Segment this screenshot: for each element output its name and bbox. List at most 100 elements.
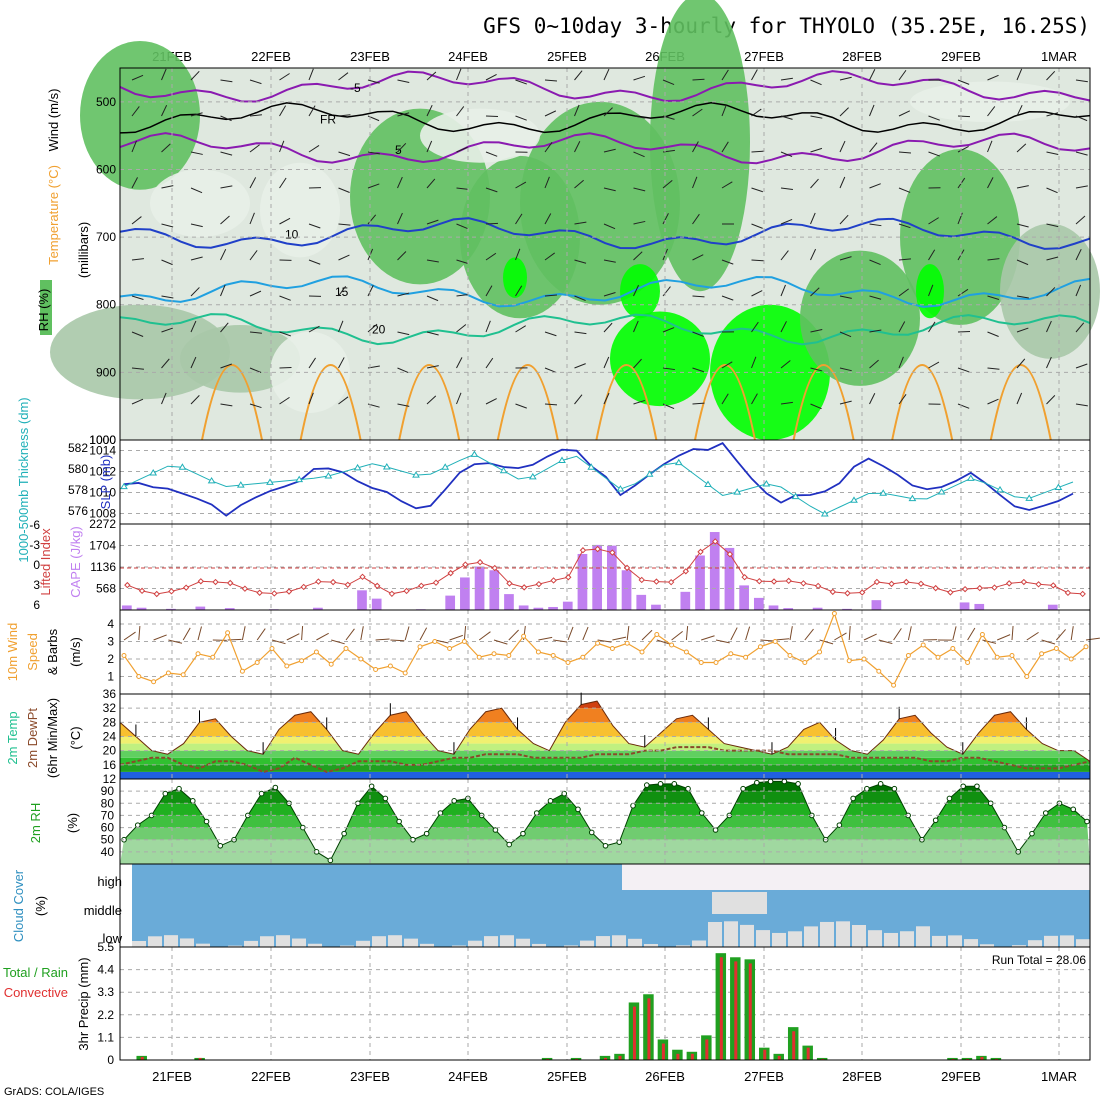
lifted-index-marker: [1021, 580, 1026, 585]
precip-convective-bar: [662, 1044, 665, 1060]
cloud-low-bar: [868, 930, 882, 947]
temperature-legend: Temperature (°C): [46, 165, 61, 265]
thickness-marker: [530, 474, 536, 479]
precip-convective-bar: [618, 1056, 621, 1060]
rh-point: [686, 786, 691, 791]
lifted-index-marker: [801, 581, 806, 586]
wind-label-c: & Barbs: [45, 628, 60, 675]
date-label-top: 22FEB: [251, 49, 291, 64]
isotherm-label: 5: [395, 143, 402, 157]
cloud-low-bar: [612, 935, 626, 947]
rh-point: [796, 782, 801, 787]
rh-point: [328, 858, 333, 863]
wind-barb: [627, 626, 629, 640]
isotherm-label: 10: [285, 228, 299, 242]
lifted-index-marker: [1036, 582, 1041, 587]
cape-bar: [680, 592, 690, 610]
rh-point: [204, 819, 209, 824]
lifted-index-marker: [977, 586, 982, 591]
wind-speed-point: [285, 664, 289, 668]
cloud-level-label: high: [97, 874, 122, 889]
temp-band: [120, 772, 1090, 779]
wind-tick: 4: [107, 617, 114, 631]
cloud-low-bar: [820, 922, 834, 947]
wind-speed-point: [240, 669, 244, 673]
wind-barb: [405, 627, 409, 640]
lifted-index-marker: [933, 586, 938, 591]
pressure-tick: 700: [96, 230, 116, 244]
temp-tick: 20: [103, 744, 117, 758]
rh-tick: 40: [101, 845, 115, 859]
lifted-index-marker: [169, 589, 174, 594]
date-label-top: 25FEB: [547, 49, 587, 64]
lifted-index-marker: [272, 591, 277, 596]
cloud-low-bar: [132, 941, 146, 947]
temp-band: [120, 708, 1090, 722]
wind-speed-point: [196, 652, 200, 656]
pressure-tick: 500: [96, 95, 116, 109]
wind-speed-point: [1010, 654, 1014, 658]
precip-label-b: Convective: [4, 985, 68, 1000]
temp-label-a: 2m Temp: [5, 711, 20, 764]
wind-barb: [139, 626, 140, 640]
rh-point: [741, 786, 746, 791]
lifted-index-marker: [816, 583, 821, 588]
rh-point: [768, 779, 773, 784]
cape-tick: 2272: [89, 517, 116, 531]
rh-point: [892, 786, 897, 791]
rh-point: [1085, 819, 1090, 824]
date-label-top: 24FEB: [448, 49, 488, 64]
thickness-marker: [705, 482, 711, 487]
lifted-index-marker: [1051, 583, 1056, 588]
rh-point: [933, 818, 938, 823]
lifted-index-marker: [419, 583, 424, 588]
cloud-low-bar: [580, 941, 594, 947]
date-label-top: 27FEB: [744, 49, 784, 64]
isotherm-label: FR: [320, 113, 336, 127]
wind-legend: Wind (m/s): [46, 89, 61, 152]
temp-tick: 16: [103, 758, 117, 772]
cloud-low-bar: [484, 936, 498, 947]
lifted-index-marker: [345, 582, 350, 587]
temp-tick: 24: [103, 730, 117, 744]
pressure-tick: 600: [96, 162, 116, 176]
date-label-top: 1MAR: [1041, 49, 1077, 64]
rh-shading: [800, 251, 920, 386]
wind-speed-point: [714, 661, 718, 665]
cloud-low-bar: [356, 941, 370, 947]
rh-tick: 50: [101, 833, 115, 847]
cape-bar: [460, 577, 470, 610]
wind-barb: [908, 626, 911, 640]
lifted-index-marker: [140, 588, 145, 593]
wind-barb: [612, 637, 626, 640]
wind-speed-point: [403, 671, 407, 675]
rh-point: [576, 807, 581, 812]
wind-barb: [958, 331, 970, 332]
cape-bar: [504, 594, 514, 610]
cape-label: CAPE (J/kg): [68, 526, 83, 598]
rh-tick: 60: [101, 821, 115, 835]
lifted-index-marker: [316, 579, 321, 584]
date-label-top: 28FEB: [842, 49, 882, 64]
rh-shading: [260, 163, 340, 258]
rh-band: [120, 779, 1090, 791]
rh-point: [562, 791, 567, 796]
lifted-index-marker: [918, 581, 923, 586]
rh-shading: [150, 169, 250, 237]
cape-bar: [357, 590, 367, 610]
rh-point: [782, 779, 787, 784]
cloud-low-bar: [292, 939, 306, 947]
cloud-high-overcast: [622, 864, 1090, 890]
rh-point: [755, 780, 760, 785]
slp-label: SLP (mb): [98, 455, 113, 510]
wind-panel-frame: [120, 610, 1090, 694]
wind-speed-point: [433, 640, 437, 644]
wind-barb: [731, 628, 737, 640]
wind-barb: [716, 640, 730, 643]
wind-barb: [775, 639, 789, 640]
cape-bar: [489, 570, 499, 610]
pressure-tick: 800: [96, 298, 116, 312]
rh-shading: [420, 109, 540, 163]
lifted-index-marker: [287, 589, 292, 594]
precip-convective-bar: [807, 1048, 810, 1060]
